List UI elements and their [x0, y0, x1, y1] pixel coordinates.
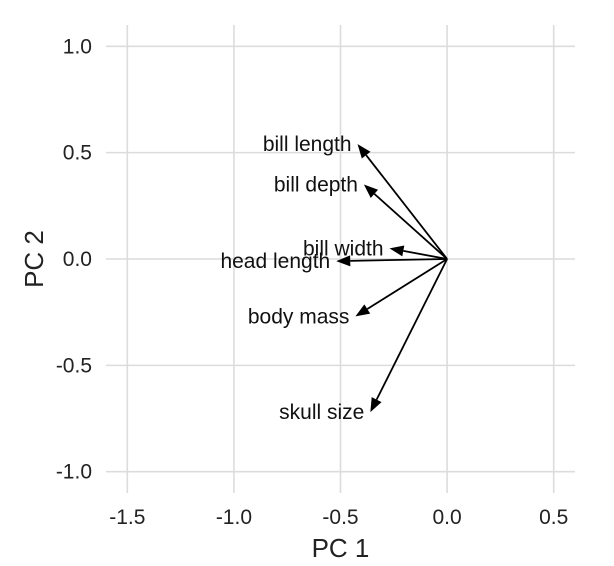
vector-bill-depth	[363, 184, 448, 260]
vector-line	[373, 193, 448, 260]
x-tick-label: -1.5	[109, 506, 145, 529]
x-tick-label: -1.0	[216, 506, 252, 529]
y-axis-title: PC 2	[19, 230, 49, 288]
arrowhead	[355, 304, 371, 317]
vector-line	[403, 250, 448, 260]
vector-bill-width	[389, 245, 448, 260]
loading-vectors	[336, 144, 448, 413]
vector-label-bill-length: bill length	[263, 133, 352, 156]
arrowhead	[363, 184, 379, 198]
vector-head-length	[336, 255, 448, 267]
y-tick-label: 0.0	[63, 248, 92, 271]
arrowhead	[389, 245, 405, 257]
tick-labels: -1.5 -1.0 -0.5 0.0 0.5 -1.0 -0.5 0.0 0.5 1.0	[56, 35, 568, 529]
x-tick-label: 0.5	[539, 506, 568, 529]
y-tick-label: -0.5	[56, 354, 92, 377]
vector-line	[375, 258, 448, 401]
vector-label-head-length: head length	[220, 250, 330, 273]
x-axis-title: PC 1	[312, 533, 370, 563]
arrowhead	[357, 144, 371, 159]
vector-label-bill-depth: bill depth	[274, 174, 358, 197]
x-tick-label: -0.5	[322, 506, 358, 529]
vector-label-bill-width: bill width	[303, 237, 384, 260]
vector-label-skull-size: skull size	[279, 401, 364, 424]
arrowhead	[336, 255, 351, 267]
y-tick-label: 0.5	[63, 142, 92, 165]
vector-line	[366, 258, 448, 310]
vector-line	[350, 258, 448, 262]
arrowhead	[370, 397, 382, 413]
vector-skull-size	[370, 258, 448, 413]
x-tick-label: 0.0	[432, 506, 461, 529]
vector-body-mass	[355, 258, 448, 317]
vector-bill-length	[357, 144, 448, 260]
vector-label-body-mass: body mass	[248, 305, 350, 328]
grid	[106, 25, 575, 493]
vector-line	[365, 154, 448, 260]
y-tick-label: 1.0	[63, 35, 92, 58]
y-tick-label: -1.0	[56, 461, 92, 484]
